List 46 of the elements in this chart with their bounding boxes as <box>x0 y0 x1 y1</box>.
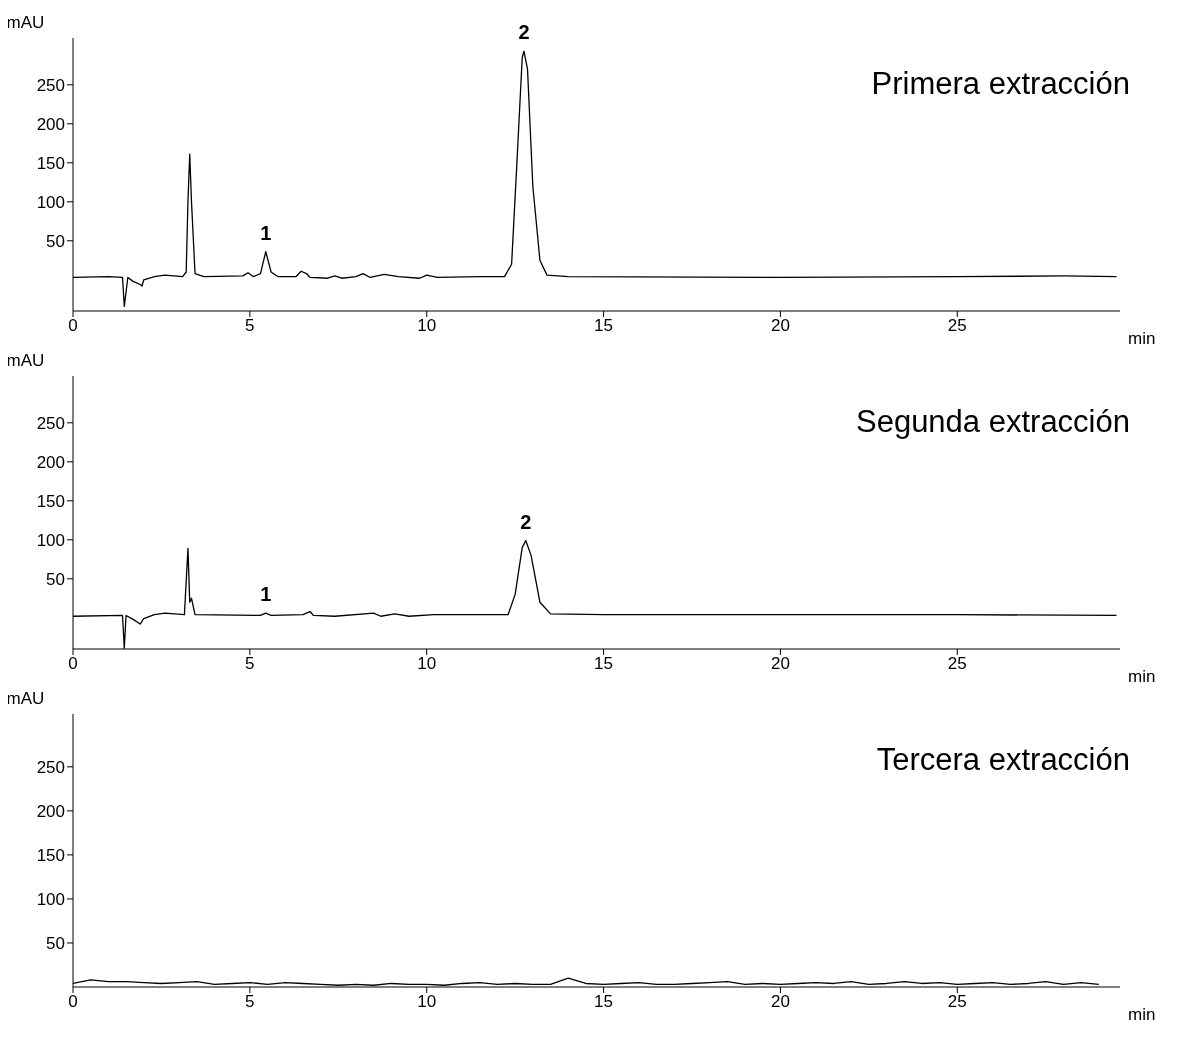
x-axis-title: min <box>1128 1005 1156 1025</box>
y-tick-label: 200 <box>36 452 65 472</box>
annotation: 1 <box>260 583 272 606</box>
y-tick-label: 150 <box>36 845 65 865</box>
y-tick-label: 250 <box>36 75 65 95</box>
x-tick-label: 10 <box>417 316 437 336</box>
x-tick-label: 20 <box>770 316 790 336</box>
x-axis-title: min <box>1128 667 1156 687</box>
text: Primera extracción <box>871 66 1130 102</box>
x-tick-label: 5 <box>245 992 255 1012</box>
x-tick-label: 10 <box>417 992 437 1012</box>
y-tick-label: 250 <box>36 413 65 433</box>
x-tick-label: 10 <box>417 654 437 674</box>
x-tick-label: 20 <box>770 992 790 1012</box>
x-tick-label: 25 <box>947 316 967 336</box>
y-tick-label: 50 <box>46 934 65 953</box>
x-tick-label: 0 <box>68 316 78 336</box>
y-tick-label: 150 <box>36 491 65 511</box>
y-tick-label: 100 <box>36 192 65 212</box>
text: Segunda extracción <box>855 404 1130 440</box>
x-tick-label: 15 <box>594 992 614 1012</box>
y-tick-label: 100 <box>36 889 65 909</box>
y-axis-title: mAU <box>6 689 45 708</box>
x-tick-label: 0 <box>68 992 78 1012</box>
annotation: 2 <box>520 510 532 533</box>
y-tick-label: 200 <box>36 801 65 821</box>
x-tick-label: 20 <box>770 654 790 674</box>
annotation: 1 <box>260 221 272 244</box>
y-tick-label: 150 <box>36 153 65 173</box>
x-tick-label: 5 <box>245 654 255 674</box>
y-tick-label: 50 <box>46 569 65 589</box>
x-axis-title: min <box>1128 329 1156 349</box>
x-tick-label: 5 <box>245 316 255 336</box>
y-tick-label: 250 <box>36 757 65 777</box>
text: Tercera extracción <box>876 742 1130 778</box>
x-tick-label: 25 <box>947 992 967 1012</box>
annotation: 2 <box>518 21 530 44</box>
x-tick-label: 15 <box>594 316 614 336</box>
y-tick-label: 200 <box>36 114 65 134</box>
y-axis-title: mAU <box>6 351 45 370</box>
x-tick-label: 25 <box>947 654 967 674</box>
x-tick-label: 15 <box>594 654 614 674</box>
y-tick-label: 100 <box>36 530 65 550</box>
x-tick-label: 0 <box>68 654 78 674</box>
y-tick-label: 50 <box>46 231 65 251</box>
y-axis-title: mAU <box>6 13 45 32</box>
